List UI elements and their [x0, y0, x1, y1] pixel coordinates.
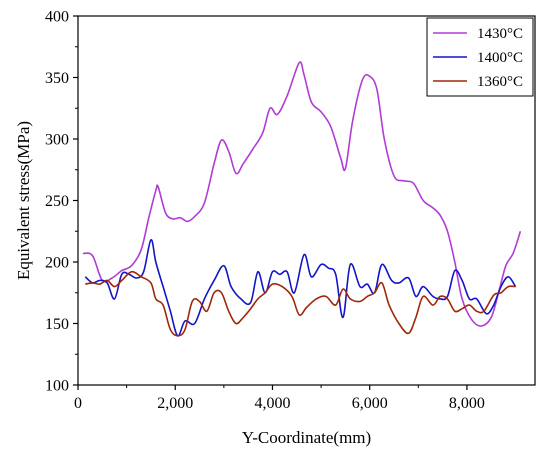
x-tick-label: 6,000: [352, 395, 388, 412]
legend: 1430°C 1400°C 1360°C: [426, 17, 534, 97]
y-tick-label: 200: [45, 255, 69, 272]
x-tick-label: 8,000: [449, 395, 485, 412]
y-tick-label: 100: [45, 378, 69, 395]
legend-label-1: 1430°C: [477, 26, 523, 42]
series-group: [82, 61, 522, 337]
x-tick-label: 4,000: [254, 395, 290, 412]
series-line-1: [82, 61, 522, 327]
y-tick-label: 300: [45, 132, 69, 149]
legend-label-2: 1400°C: [477, 50, 523, 66]
y-tick-label: 350: [45, 70, 69, 87]
x-tick-label: 2,000: [157, 395, 193, 412]
y-tick-label: 250: [45, 193, 69, 210]
x-tick-label: 0: [74, 395, 82, 412]
axes: 0 2,000 4,000 6,000 8,000 100 150 200 250 300 350 4…: [45, 9, 536, 412]
series-line-2: [84, 239, 517, 337]
x-axis-title: Y-Coordinate(mm): [242, 428, 371, 447]
y-axis-title: Equivalent stress(MPa): [14, 121, 33, 280]
series-line-3: [85, 270, 516, 337]
legend-label-3: 1360°C: [477, 74, 523, 90]
y-tick-label: 400: [45, 9, 69, 26]
y-tick-label: 150: [45, 316, 69, 333]
